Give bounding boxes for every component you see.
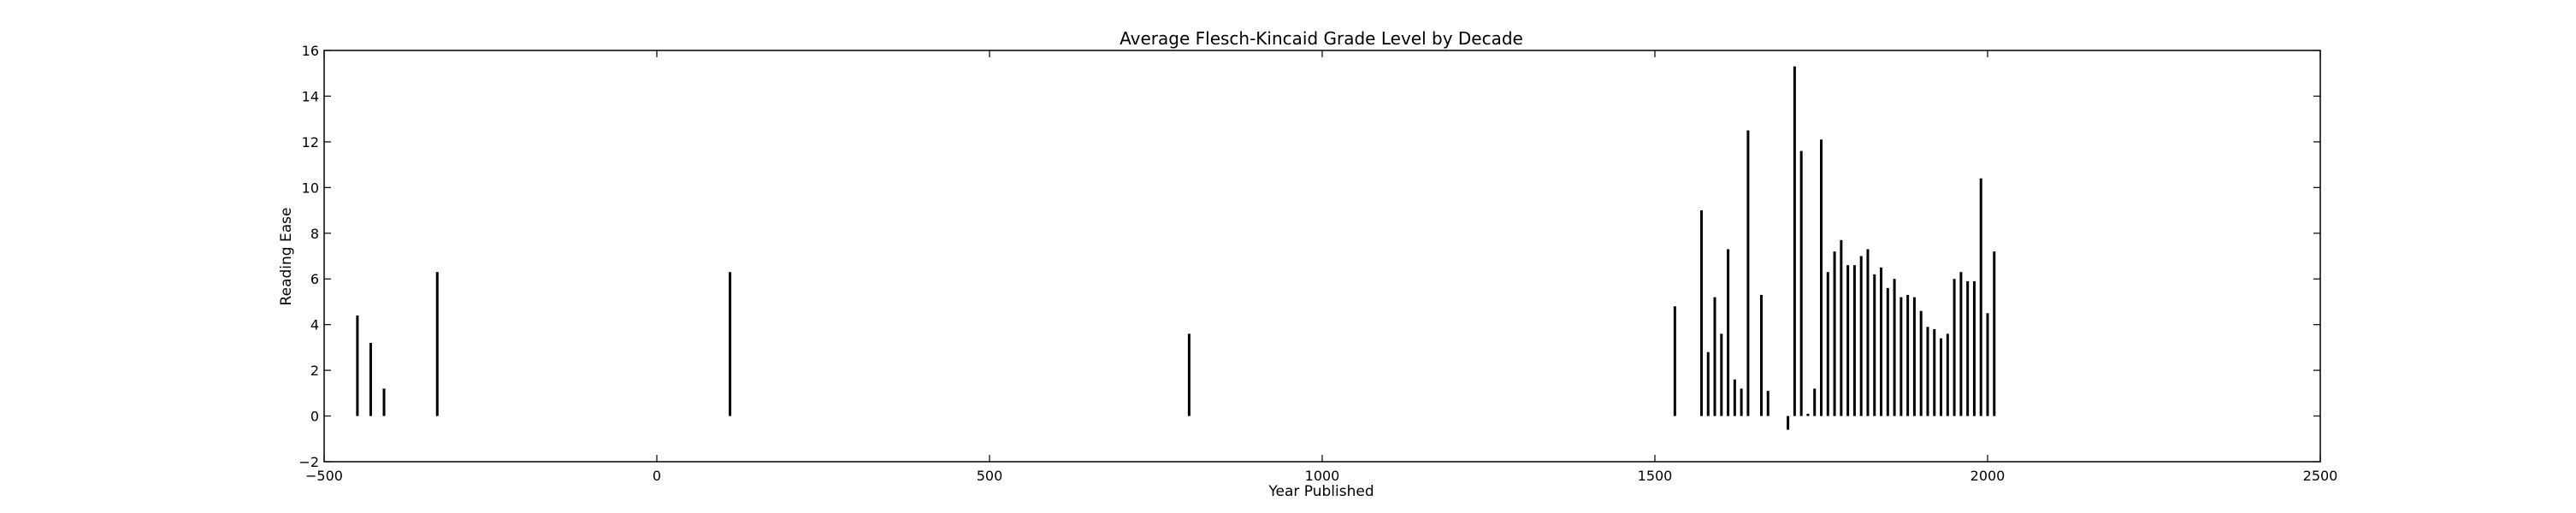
bar [1713,297,1716,416]
bar [1979,178,1982,416]
bar [1806,413,1810,416]
bar [1673,306,1676,416]
bar [1859,256,1863,416]
bar [1940,338,1943,416]
bar [1893,279,1896,416]
bar [729,272,732,416]
bar [382,388,386,416]
bar [1787,416,1790,430]
x-tick-label: 1500 [1638,468,1673,484]
bar [1699,210,1703,416]
y-tick-label: 8 [310,226,319,242]
bar [1720,333,1723,416]
y-tick-label: 0 [310,409,319,425]
bar [1733,379,1736,416]
bar [356,315,359,416]
x-tick-label: 0 [653,468,661,484]
bar [1912,297,1916,416]
y-axis-label: Reading Ease [278,208,295,306]
x-tick-label: −500 [305,468,343,484]
bar [1793,66,1796,416]
bar [1727,249,1730,416]
plot-area: −500 0 500 1000 1500 2000 2500 −2 0 2 4 6 8 10 12 14 16 [298,43,2337,484]
bar [1959,272,1963,416]
y-tick-label: −2 [298,454,319,470]
bar [1946,333,1949,416]
bar [1926,327,1929,416]
bar [1740,388,1743,416]
bar [435,272,439,416]
bar [1886,287,1889,416]
bar [1966,280,1970,416]
bar [1833,251,1836,416]
y-tick-label: 10 [302,180,319,196]
bar [1933,329,1936,416]
bar [1880,267,1883,416]
x-axis-label: Year Published [1267,483,1374,500]
x-tick-label: 500 [977,468,1003,484]
x-tick-label: 2500 [2303,468,2338,484]
bar [1846,265,1850,416]
bar [1873,274,1876,416]
bar [1866,249,1870,416]
y-tick-label: 6 [310,271,319,287]
y-tick-label: 14 [302,88,319,104]
x-tick-label: 1000 [1305,468,1340,484]
y-tick-label: 2 [310,363,319,379]
bar [1906,294,1910,416]
bar [1746,130,1750,416]
bar [1972,280,1976,416]
bar [1759,294,1763,416]
bar [1993,251,1996,416]
bar [1820,139,1823,416]
bar [1826,272,1829,416]
bar [1766,391,1770,416]
bar [1187,333,1191,416]
bar [1799,150,1803,416]
y-tick-label: 16 [302,43,319,59]
bar [1852,265,1856,416]
bar [369,343,372,416]
bar [1986,313,1989,416]
bar [1919,310,1923,416]
y-tick-label: 12 [302,134,319,150]
bar [1840,239,1843,416]
bar [1953,279,1956,416]
y-tick-label: 4 [310,317,319,333]
x-tick-label: 2000 [1970,468,2006,484]
plot-frame [323,50,2321,463]
bar [1900,297,1903,416]
bar [1706,351,1710,416]
chart-title: Average Flesch-Kincaid Grade Level by De… [1120,28,1523,49]
bar [1813,388,1817,416]
